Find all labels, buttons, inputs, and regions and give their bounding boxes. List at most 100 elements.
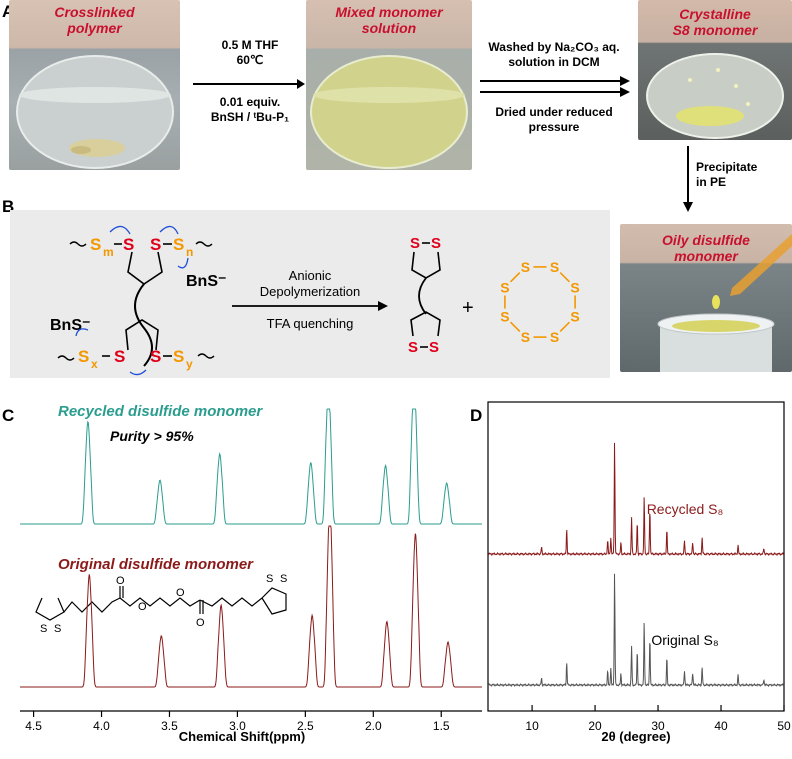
xrd-x-label: 2θ (degree)	[601, 729, 670, 744]
xrd-chart: 10 20 30 40 50 Recycled S₈ Original S₈ 2θ (d…	[487, 401, 791, 744]
struct-s-2: S	[54, 623, 61, 635]
panel-letter-c: C	[2, 406, 15, 425]
s8-bond-2	[559, 321, 571, 333]
nmr-tick-label-5: 2.0	[365, 719, 382, 733]
xrd-traces	[487, 442, 785, 688]
panel-letter-d: D	[470, 406, 483, 425]
xrd-tick-label-2: 30	[651, 719, 665, 733]
nmr-x-label: Chemical Shift(ppm)	[179, 729, 305, 744]
monomer-structure	[35, 586, 287, 621]
nmr-tick-label-3: 3.0	[229, 719, 246, 733]
arrow-label-tfa: TFA quenching	[267, 316, 354, 331]
s8-atom-2: S	[570, 309, 579, 325]
s8-bond-4	[509, 321, 521, 333]
photo-crystalline-s8: Crystalline S8 monomer	[638, 0, 792, 140]
upper-fragment: S m S S S n BnS⁻	[69, 225, 226, 290]
xrd-trace-0	[487, 442, 785, 557]
nmr-tick-label-4: 2.5	[297, 719, 314, 733]
step3-cond-line1: Precipitate	[696, 160, 758, 174]
lower-fragment: BnS⁻ S x S S S y	[50, 317, 215, 376]
prod-s4: S	[429, 339, 439, 356]
s8-bond-0	[559, 271, 571, 283]
step2-cond-line3: Dried under reduced	[495, 105, 613, 119]
s-upper-red2: S	[150, 235, 161, 254]
nmr-original-label: Original disulfide monomer	[58, 556, 254, 573]
step2-cond-line4: pressure	[528, 120, 580, 134]
photo4-label-line1: Oily disulfide	[662, 232, 750, 248]
s8-atom-3: S	[550, 329, 559, 345]
s8-atom-0: S	[550, 259, 559, 275]
photo1-label-line1: Crosslinked	[54, 4, 135, 20]
xrd-recycled-label: Recycled S₈	[647, 501, 724, 517]
s8-atom-6: S	[500, 279, 509, 295]
step1-cond-line3: 0.01 equiv.	[219, 95, 281, 109]
step1-cond-line1: 0.5 M THF	[221, 38, 279, 52]
photo2-label-line2: solution	[361, 20, 417, 36]
s-lower-x: S	[78, 347, 89, 366]
step1-cond-line2: 60℃	[236, 53, 264, 67]
sub-x: x	[91, 357, 98, 371]
arrow-label-depolymerization: Depolymerization	[260, 284, 360, 299]
step1-cond-line4: BnSH / ᵗBu-P₁	[210, 110, 290, 124]
nmr-recycled-label: Recycled disulfide monomer	[58, 403, 263, 420]
struct-s-1: S	[40, 623, 47, 635]
nmr-ticks: 4.5 4.0 3.5 3.0 2.5 2.0 1.5	[25, 711, 450, 733]
flask-crystalline-drawing	[646, 53, 784, 139]
photo3-label-line1: Crystalline	[679, 6, 751, 22]
s-lower-y: S	[173, 347, 184, 366]
xrd-tick-label-4: 50	[777, 719, 791, 733]
bns-upper: BnS⁻	[186, 273, 226, 290]
arrow-label-anionic: Anionic	[289, 268, 332, 283]
s-lower-red1: S	[114, 347, 125, 366]
photo-oily-disulfide: Oily disulfide monomer	[620, 224, 792, 372]
s-lower-red2: S	[150, 347, 161, 366]
xrd-trace-1	[487, 573, 785, 688]
reaction-scheme-box	[10, 210, 610, 378]
s-upper-red1: S	[123, 235, 134, 254]
nmr-purity-label: Purity > 95%	[110, 428, 194, 444]
step2-arrows	[480, 76, 630, 97]
photo-crosslinked-polymer: Crosslinked polymer	[9, 0, 180, 170]
product-disulfide: S S S S	[408, 235, 441, 356]
struct-o-3: O	[196, 617, 205, 629]
s8-atom-1: S	[570, 279, 579, 295]
xrd-tick-label-1: 20	[588, 719, 602, 733]
step2-cond-line1: Washed by Na₂CO₃ aq.	[488, 40, 620, 54]
nmr-tick-label-1: 4.0	[93, 719, 110, 733]
struct-o-2: O	[138, 601, 147, 613]
photo3-label-line2: S8 monomer	[672, 22, 758, 38]
photo2-label-line1: Mixed monomer	[335, 4, 443, 20]
struct-o-4: O	[176, 587, 185, 599]
photo4-label-line2: monomer	[674, 248, 738, 264]
photo-mixed-monomer: Mixed monomer solution	[306, 0, 472, 170]
xrd-tick-label-0: 10	[525, 719, 539, 733]
nmr-tick-label-6: 1.5	[433, 719, 450, 733]
prod-s1: S	[410, 235, 420, 252]
s8-atom-4: S	[521, 329, 530, 345]
s8-bond-6	[509, 271, 521, 283]
nmr-trace-1	[20, 525, 482, 688]
reaction-scheme: S m S S S n BnS⁻ BnS⁻ S x S S S y Anioni…	[50, 225, 580, 376]
bns-lower: BnS⁻	[50, 317, 90, 334]
nmr-trace-0	[20, 408, 482, 525]
nmr-tick-label-0: 4.5	[25, 719, 42, 733]
xrd-original-label: Original S₈	[651, 632, 718, 648]
step3-arrow	[683, 146, 693, 212]
sub-y: y	[186, 357, 193, 371]
xrd-ticks: 10 20 30 40 50	[525, 705, 791, 733]
sub-n: n	[186, 245, 193, 259]
step3-cond-line2: in PE	[696, 175, 727, 189]
struct-s-3: S	[266, 573, 273, 585]
s8-atom-7: S	[521, 259, 530, 275]
nmr-traces	[20, 408, 482, 688]
step1-arrow	[193, 79, 305, 89]
struct-o-1: O	[116, 575, 125, 587]
sub-m: m	[103, 245, 114, 259]
xrd-frame	[487, 401, 785, 712]
photo1-label-line2: polymer	[67, 20, 122, 36]
s-upper-m: S	[90, 235, 101, 254]
s-upper-n: S	[173, 235, 184, 254]
prod-s2: S	[431, 235, 441, 252]
nmr-tick-label-2: 3.5	[161, 719, 178, 733]
